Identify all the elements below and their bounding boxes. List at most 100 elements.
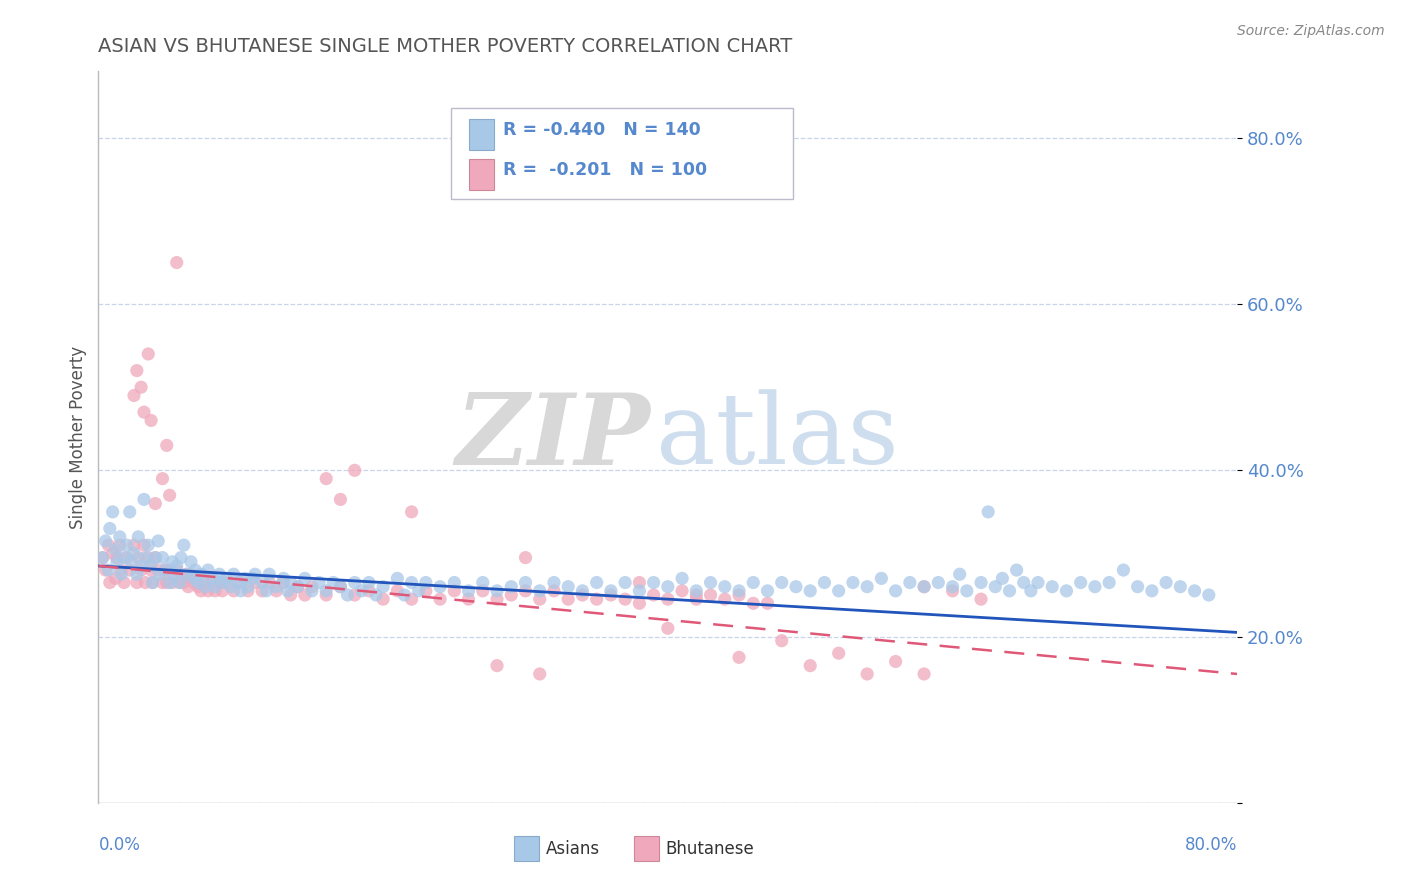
- Point: [259, 567, 281, 582]
- Point: [91, 550, 114, 565]
- Point: [443, 583, 465, 598]
- Point: [152, 550, 174, 565]
- Point: [912, 580, 935, 594]
- Point: [127, 530, 149, 544]
- Bar: [468, 159, 494, 190]
- Point: [728, 650, 751, 665]
- Point: [125, 575, 148, 590]
- Point: [1198, 588, 1220, 602]
- Point: [204, 580, 226, 594]
- Point: [104, 571, 127, 585]
- Point: [166, 563, 188, 577]
- Point: [141, 575, 163, 590]
- FancyBboxPatch shape: [451, 108, 793, 200]
- Point: [357, 575, 380, 590]
- Point: [628, 596, 651, 610]
- Point: [998, 583, 1021, 598]
- Point: [343, 463, 366, 477]
- Point: [176, 567, 198, 582]
- Point: [329, 492, 352, 507]
- Point: [266, 580, 288, 594]
- Point: [685, 583, 707, 598]
- Point: [486, 583, 509, 598]
- Point: [125, 567, 148, 582]
- Point: [387, 583, 409, 598]
- Point: [120, 555, 142, 569]
- Point: [166, 558, 188, 573]
- Point: [118, 505, 141, 519]
- Point: [125, 363, 148, 377]
- Point: [162, 575, 184, 590]
- Point: [159, 488, 181, 502]
- Point: [991, 571, 1014, 585]
- Point: [1005, 563, 1028, 577]
- Point: [180, 567, 202, 582]
- Point: [842, 575, 865, 590]
- Bar: [515, 836, 538, 862]
- Point: [457, 592, 479, 607]
- Point: [884, 655, 907, 669]
- Point: [287, 580, 309, 594]
- Point: [671, 571, 693, 585]
- Point: [145, 497, 167, 511]
- Point: [115, 550, 138, 565]
- Point: [529, 583, 551, 598]
- Point: [280, 588, 302, 602]
- Point: [136, 538, 159, 552]
- Point: [183, 571, 205, 585]
- Point: [91, 550, 114, 565]
- Point: [942, 580, 965, 594]
- Point: [956, 583, 979, 598]
- Point: [110, 563, 132, 577]
- Point: [799, 658, 821, 673]
- Point: [112, 550, 135, 565]
- Point: [156, 575, 179, 590]
- Point: [129, 558, 152, 573]
- Point: [194, 575, 217, 590]
- Point: [294, 588, 316, 602]
- Point: [101, 546, 124, 560]
- Point: [742, 596, 765, 610]
- Point: [408, 583, 430, 598]
- Point: [401, 592, 423, 607]
- Point: [277, 583, 299, 598]
- Point: [159, 563, 181, 577]
- Point: [970, 592, 993, 607]
- Text: Bhutanese: Bhutanese: [665, 840, 755, 858]
- Point: [190, 583, 212, 598]
- Point: [222, 583, 245, 598]
- Point: [543, 583, 565, 598]
- Point: [170, 571, 193, 585]
- Bar: [634, 836, 659, 862]
- Point: [104, 542, 127, 557]
- Point: [856, 667, 879, 681]
- Point: [1112, 563, 1135, 577]
- Point: [229, 583, 252, 598]
- Point: [785, 580, 807, 594]
- Point: [141, 575, 163, 590]
- Point: [280, 575, 302, 590]
- Point: [373, 592, 395, 607]
- Point: [515, 583, 537, 598]
- Point: [315, 472, 337, 486]
- Point: [585, 575, 607, 590]
- Point: [1126, 580, 1149, 594]
- Point: [97, 538, 120, 552]
- Y-axis label: Single Mother Poverty: Single Mother Poverty: [69, 345, 87, 529]
- Point: [949, 567, 972, 582]
- Point: [828, 583, 851, 598]
- Point: [415, 575, 437, 590]
- Point: [110, 567, 132, 582]
- Point: [301, 583, 323, 598]
- Point: [984, 580, 1007, 594]
- Point: [98, 521, 121, 535]
- Point: [229, 575, 252, 590]
- Point: [1154, 575, 1177, 590]
- Point: [529, 667, 551, 681]
- Point: [457, 583, 479, 598]
- Bar: [468, 119, 494, 150]
- Point: [219, 580, 242, 594]
- Point: [122, 546, 145, 560]
- Point: [139, 563, 162, 577]
- Point: [173, 575, 195, 590]
